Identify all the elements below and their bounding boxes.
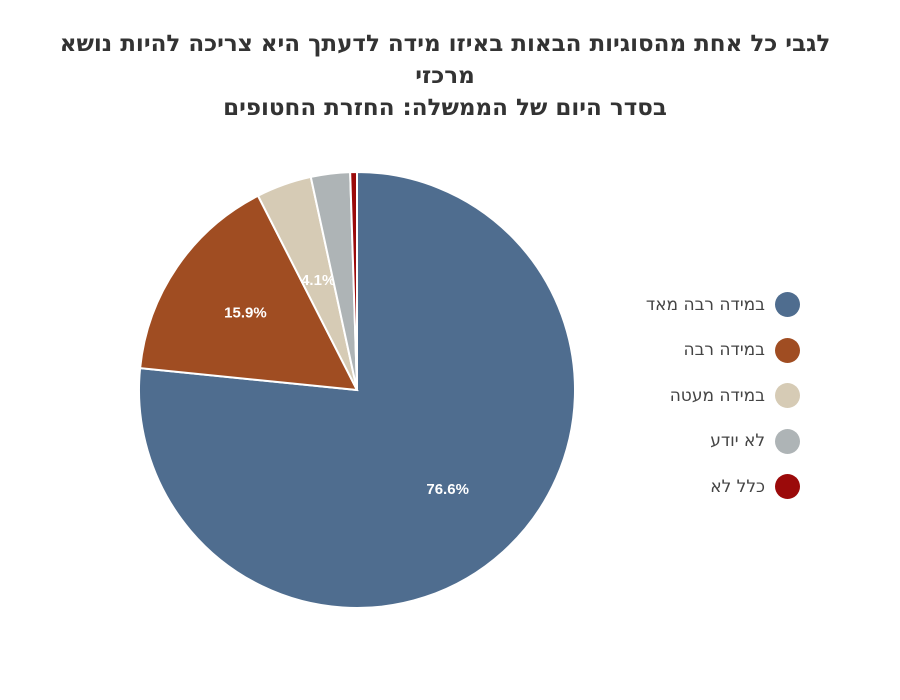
legend-swatch-much — [775, 337, 800, 363]
legend-item-little: במידה מעטה — [620, 373, 800, 419]
pie-slice-much — [139, 194, 359, 392]
legend-label-little: במידה מעטה — [669, 385, 765, 406]
chart-title: לגבי כל אחת מהסוגיות הבאות באיזו מידה לד… — [40, 28, 850, 124]
legend-swatch-dont-know — [775, 428, 800, 454]
chart-title-line-1: לגבי כל אחת מהסוגיות הבאות באיזו מידה לד… — [59, 31, 831, 89]
legend-item-not-at-all: כלל לא — [620, 464, 800, 510]
legend-swatch-very-much — [775, 292, 800, 318]
legend-label-much: במידה רבה — [683, 340, 766, 361]
legend: במידה רבה מאד במידה רבה במידה מעטה לא יו… — [620, 282, 800, 510]
legend-item-dont-know: לא יודע — [620, 419, 800, 465]
legend-item-very-much: במידה רבה מאד — [620, 282, 800, 328]
chart-title-line-2: בסדר היום של הממשלה: החזרת החטופים — [223, 95, 667, 121]
legend-label-not-at-all: כלל לא — [710, 476, 765, 497]
data-label-very-much: 76.6% — [426, 481, 469, 498]
legend-swatch-little — [775, 383, 800, 409]
legend-item-much: במידה רבה — [620, 328, 800, 374]
data-label-little: 4.1% — [301, 272, 335, 289]
data-label-much: 15.9% — [224, 305, 267, 322]
legend-label-dont-know: לא יודע — [710, 431, 765, 452]
legend-label-very-much: במידה רבה מאד — [645, 294, 765, 315]
legend-swatch-not-at-all — [775, 474, 800, 500]
pie-slice-not-at-all — [349, 170, 358, 391]
